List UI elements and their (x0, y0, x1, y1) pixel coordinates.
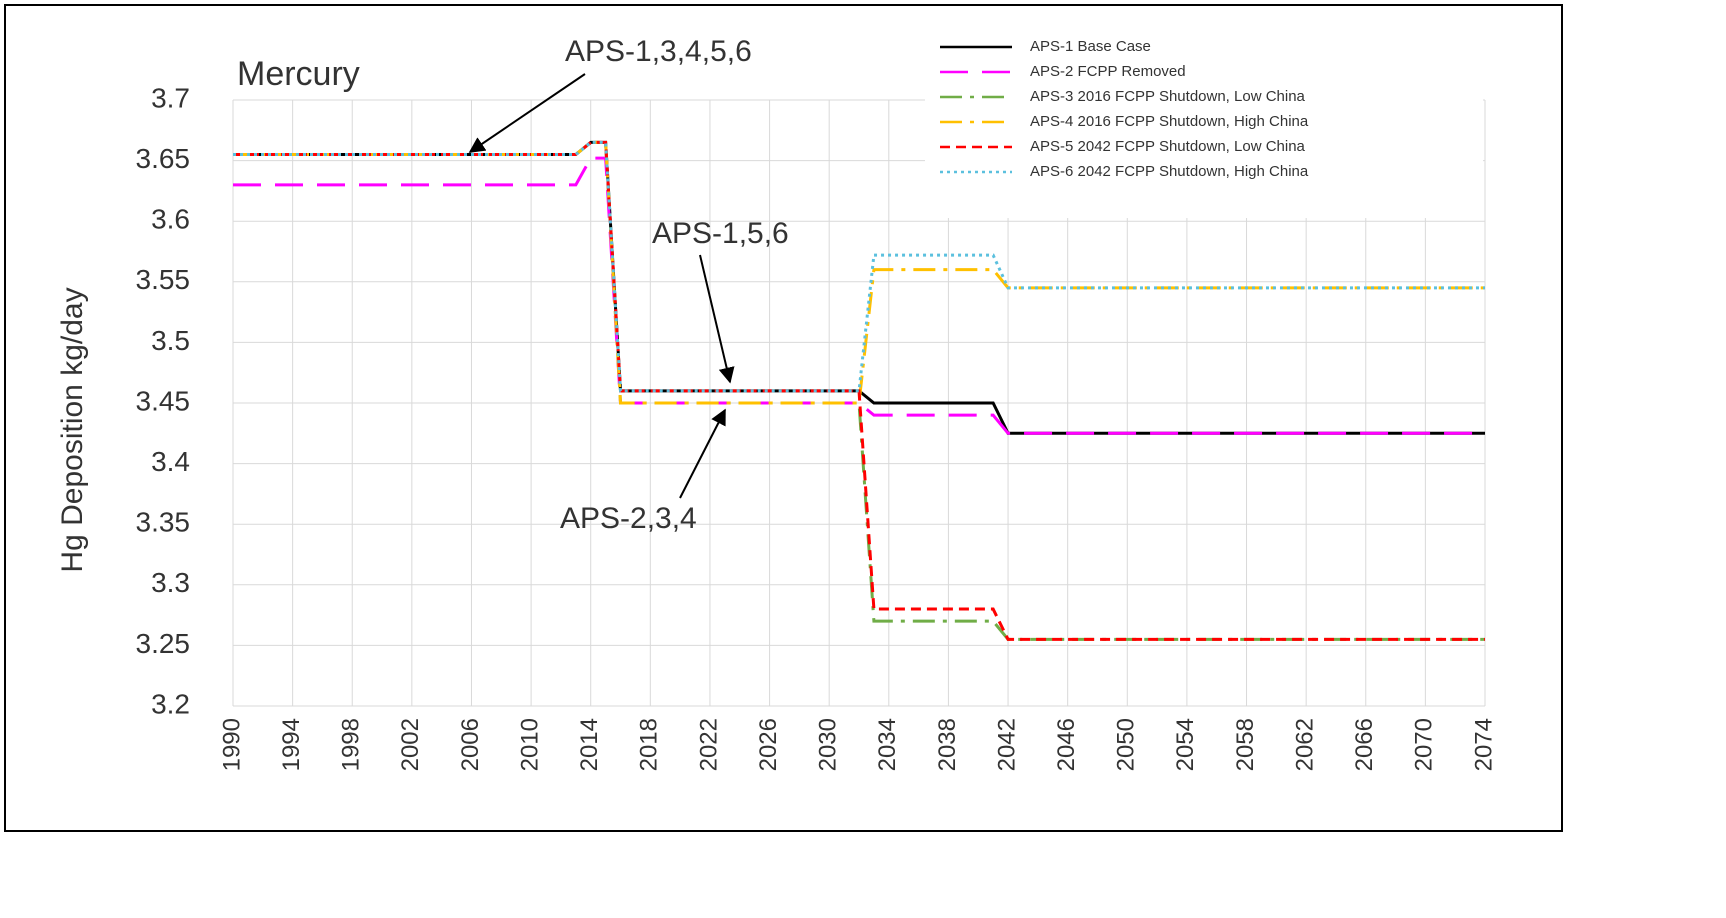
legend-label: APS-1 Base Case (1030, 38, 1151, 55)
x-tick-label: 2038 (934, 718, 961, 771)
x-tick-label: 2074 (1470, 718, 1497, 771)
y-tick-label: 3.5 (151, 325, 190, 356)
legend-label: APS-2 FCPP Removed (1030, 63, 1186, 80)
y-tick-label: 3.7 (151, 82, 190, 113)
annotation: APS-1,5,6 (652, 217, 789, 250)
x-tick-label: 2062 (1291, 718, 1318, 771)
legend: APS-1 Base Case APS-2 FCPP Removed APS-3 2… (940, 38, 1309, 180)
y-tick-label: 3.4 (151, 446, 190, 477)
x-tick-label: 2018 (636, 718, 663, 771)
annotation: APS-2,3,4 (560, 502, 697, 535)
y-tick-label: 3.3 (151, 567, 190, 598)
series-line (233, 156, 1485, 435)
legend-label: APS-6 2042 FCPP Shutdown, High China (1030, 163, 1309, 180)
y-tick-label: 3.45 (136, 385, 191, 416)
x-tick-label: 2010 (516, 718, 543, 771)
legend-box (925, 22, 1483, 218)
legend-label: APS-3 2016 FCPP Shutdown, Low China (1030, 88, 1306, 105)
x-tick-label: 2002 (397, 718, 424, 771)
x-tick-label: 2014 (576, 718, 603, 771)
x-tick-label: 1998 (338, 718, 365, 771)
x-tick-label: 2054 (1172, 718, 1199, 771)
frame (4, 4, 1563, 832)
lines (233, 140, 1485, 641)
x-tick-label: 2050 (1113, 718, 1140, 771)
x-tick-label: 1990 (218, 718, 245, 771)
annotation: APS-1,3,4,5,6 (565, 35, 752, 68)
legend-label: APS-4 2016 FCPP Shutdown, High China (1030, 113, 1309, 130)
y-tick-label: 3.25 (136, 628, 191, 659)
x-tick-label: 2006 (457, 718, 484, 771)
annotation-arrow (679, 408, 726, 499)
series-line (233, 140, 1485, 393)
legend-label: APS-5 2042 FCPP Shutdown, Low China (1030, 138, 1306, 155)
x-tick-label: 2026 (755, 718, 782, 771)
x-tick-label: 2022 (695, 718, 722, 771)
x-tick-label: 2030 (815, 718, 842, 771)
y-tick-label: 3.35 (136, 507, 191, 538)
chart-title: Mercury (237, 55, 360, 93)
y-tick-label: 3.55 (136, 264, 191, 295)
y-tick-label: 3.6 (151, 204, 190, 235)
x-tick-label: 2066 (1351, 718, 1378, 771)
x-tick-label: 2034 (874, 718, 901, 771)
x-tick-label: 2058 (1232, 718, 1259, 771)
x-tick-label: 2042 (993, 718, 1020, 771)
y-tick-label: 3.2 (151, 688, 190, 719)
x-tick-label: 1994 (278, 718, 305, 771)
annotation-arrow (699, 254, 735, 384)
annotation-arrow (468, 73, 586, 153)
x-tick-label: 2046 (1053, 718, 1080, 771)
y-tick-label: 3.65 (136, 143, 191, 174)
y-axis-label: Hg Deposition kg/day (56, 287, 89, 572)
x-tick-label: 2070 (1411, 718, 1438, 771)
